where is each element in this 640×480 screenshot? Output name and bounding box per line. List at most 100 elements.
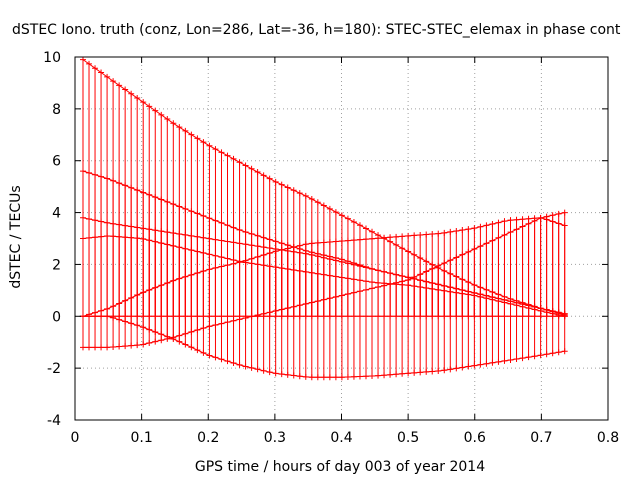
- point-marker: [483, 313, 490, 320]
- point-marker: [320, 271, 327, 278]
- point-marker: [477, 284, 484, 291]
- point-marker: [206, 251, 213, 258]
- point-marker: [531, 306, 538, 313]
- point-marker: [272, 370, 279, 377]
- point-marker: [320, 254, 327, 261]
- point-marker: [200, 349, 207, 356]
- point-marker: [218, 149, 225, 156]
- point-marker: [134, 342, 141, 349]
- point-marker: [212, 236, 219, 243]
- point-marker: [501, 299, 508, 306]
- point-marker: [158, 337, 165, 344]
- point-marker: [465, 313, 472, 320]
- point-marker: [302, 373, 309, 380]
- point-marker: [399, 245, 406, 252]
- point-marker: [441, 267, 448, 274]
- point-marker: [284, 371, 291, 378]
- point-marker: [314, 253, 321, 260]
- point-marker: [356, 263, 363, 270]
- point-marker: [230, 260, 237, 267]
- point-marker: [206, 235, 213, 242]
- point-marker: [152, 227, 159, 234]
- point-marker: [92, 344, 99, 351]
- point-marker: [266, 245, 273, 252]
- point-marker: [447, 313, 454, 320]
- point-marker: [134, 292, 141, 299]
- point-marker: [224, 358, 231, 365]
- point-marker: [381, 234, 388, 241]
- point-marker: [176, 230, 183, 237]
- point-marker: [212, 321, 219, 328]
- point-marker: [200, 325, 207, 332]
- point-marker: [182, 313, 189, 320]
- point-marker: [356, 277, 363, 284]
- point-marker: [92, 313, 99, 320]
- point-marker: [447, 288, 454, 295]
- point-marker: [134, 322, 141, 329]
- point-marker: [290, 187, 297, 194]
- point-marker: [296, 267, 303, 274]
- point-marker: [182, 273, 189, 280]
- y-tick-label: 0: [52, 309, 61, 325]
- point-marker: [338, 292, 345, 299]
- point-marker: [411, 313, 418, 320]
- point-marker: [429, 285, 436, 292]
- point-marker: [79, 168, 86, 175]
- point-marker: [230, 155, 237, 162]
- point-marker: [483, 360, 490, 367]
- point-marker: [92, 65, 99, 72]
- point-marker: [489, 289, 496, 296]
- point-marker: [254, 243, 261, 250]
- point-marker: [387, 313, 394, 320]
- point-marker: [326, 256, 333, 263]
- y-tick-label: 4: [52, 206, 61, 222]
- point-marker: [242, 257, 249, 264]
- point-marker: [176, 203, 183, 210]
- point-marker: [561, 222, 568, 229]
- point-marker: [459, 276, 466, 283]
- point-marker: [206, 323, 213, 330]
- point-marker: [272, 313, 279, 320]
- point-marker: [194, 269, 201, 276]
- point-marker: [399, 313, 406, 320]
- point-marker: [375, 284, 382, 291]
- point-marker: [242, 241, 249, 248]
- point-marker: [134, 235, 141, 242]
- point-marker: [79, 344, 86, 351]
- point-marker: [381, 268, 388, 275]
- point-marker: [170, 335, 177, 342]
- point-marker: [332, 313, 339, 320]
- point-marker: [104, 313, 111, 320]
- point-marker: [441, 229, 448, 236]
- point-marker: [350, 313, 357, 320]
- point-marker: [134, 187, 141, 194]
- point-marker: [176, 338, 183, 345]
- point-marker: [507, 313, 514, 320]
- point-marker: [158, 282, 165, 289]
- point-marker: [393, 233, 400, 240]
- point-marker: [405, 313, 412, 320]
- point-marker: [314, 270, 321, 277]
- point-marker: [356, 236, 363, 243]
- point-marker: [483, 286, 490, 293]
- point-marker: [555, 220, 562, 227]
- point-marker: [188, 131, 195, 138]
- point-marker: [429, 265, 436, 272]
- point-marker: [164, 313, 171, 320]
- point-marker: [308, 313, 315, 320]
- point-marker: [242, 313, 249, 320]
- point-marker: [537, 307, 544, 314]
- point-marker: [387, 234, 394, 241]
- point-marker: [122, 313, 129, 320]
- point-marker: [224, 152, 231, 159]
- point-marker: [338, 313, 345, 320]
- point-marker: [513, 313, 520, 320]
- point-marker: [338, 374, 345, 381]
- point-marker: [302, 241, 309, 248]
- point-marker: [218, 320, 225, 327]
- point-marker: [477, 293, 484, 300]
- point-marker: [278, 313, 285, 320]
- point-marker: [122, 318, 129, 325]
- point-marker: [381, 313, 388, 320]
- point-marker: [212, 252, 219, 259]
